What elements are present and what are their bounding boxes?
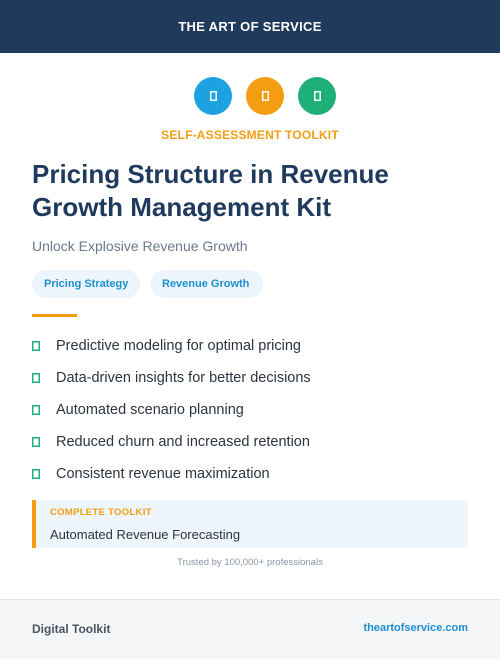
tag-revenue-growth: Revenue Growth: [150, 270, 263, 298]
tag-pricing-strategy: Pricing Strategy: [32, 270, 140, 298]
callout-value: Automated Revenue Forecasting: [50, 527, 241, 542]
feature-item: Data-driven insights for better decision…: [32, 362, 311, 394]
icon-row: [0, 77, 500, 115]
green-circle-badge: [298, 77, 336, 115]
placeholder-glyph-icon: [313, 91, 321, 101]
page-subtitle: Unlock Explosive Revenue Growth: [32, 238, 248, 254]
feature-text: Predictive modeling for optimal pricing: [56, 338, 301, 354]
checkbox-glyph-icon: [32, 341, 40, 351]
feature-item: Consistent revenue maximization: [32, 458, 311, 490]
checkbox-glyph-icon: [32, 373, 40, 383]
callout-label: COMPLETE TOOLKIT: [50, 507, 152, 518]
feature-item: Reduced churn and increased retention: [32, 426, 311, 458]
checkbox-glyph-icon: [32, 469, 40, 479]
feature-text: Reduced churn and increased retention: [56, 434, 310, 450]
blue-circle-badge: [194, 77, 232, 115]
top-banner: THE ART OF SERVICE: [0, 0, 500, 53]
website-link[interactable]: theartofservice.com: [363, 622, 468, 634]
orange-circle-badge: [246, 77, 284, 115]
feature-text: Data-driven insights for better decision…: [56, 370, 311, 386]
placeholder-glyph-icon: [261, 91, 269, 101]
accent-divider: [32, 314, 77, 317]
feature-item: Automated scenario planning: [32, 394, 311, 426]
feature-text: Automated scenario planning: [56, 402, 244, 418]
tag-list: Pricing Strategy Revenue Growth: [32, 270, 263, 298]
toolkit-callout: COMPLETE TOOLKIT Automated Revenue Forec…: [32, 500, 468, 548]
footer-product-type: Digital Toolkit: [32, 622, 111, 636]
page-title: Pricing Structure in Revenue Growth Mana…: [32, 159, 389, 222]
checkbox-glyph-icon: [32, 437, 40, 447]
footer-bar: Digital Toolkit theartofservice.com: [0, 599, 500, 659]
feature-list: Predictive modeling for optimal pricing …: [32, 330, 311, 490]
checkbox-glyph-icon: [32, 405, 40, 415]
feature-item: Predictive modeling for optimal pricing: [32, 330, 311, 362]
placeholder-glyph-icon: [209, 91, 217, 101]
feature-text: Consistent revenue maximization: [56, 466, 270, 482]
brand-name: THE ART OF SERVICE: [178, 19, 322, 34]
toolkit-kicker: SELF-ASSESSMENT TOOLKIT: [161, 128, 339, 142]
trust-note: Trusted by 100,000+ professionals: [177, 557, 323, 568]
